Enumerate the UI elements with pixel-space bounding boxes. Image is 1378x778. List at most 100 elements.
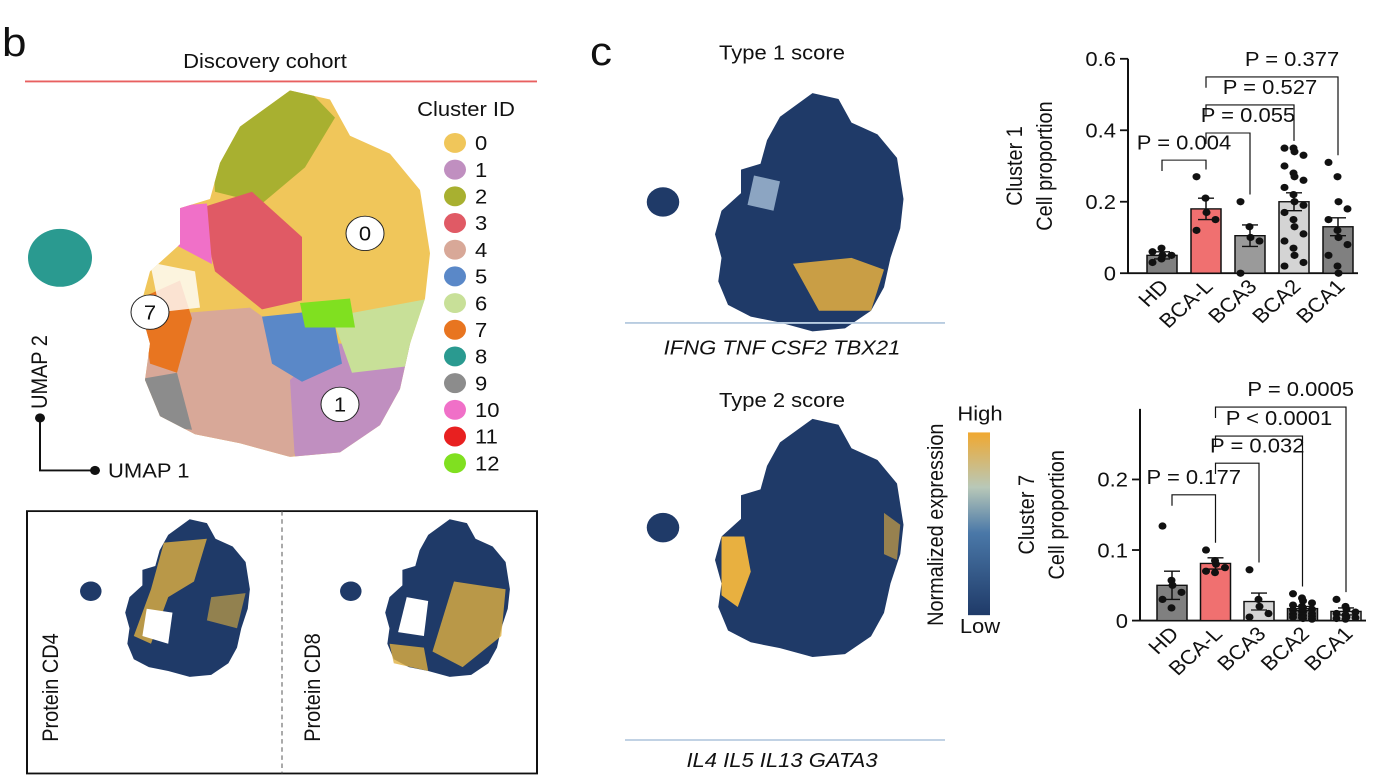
x-tick-label: BCA2	[1248, 276, 1306, 328]
data-point	[1289, 215, 1298, 224]
x-tick-label: BCA2	[1257, 623, 1315, 675]
legend-label: 1	[475, 160, 487, 182]
legend-swatch	[444, 186, 466, 207]
y-axis-label: Cell proportion	[1045, 450, 1069, 579]
data-point	[1245, 613, 1254, 621]
umap-type2	[647, 419, 904, 657]
legend-label: 3	[475, 213, 487, 235]
data-point	[1308, 615, 1316, 623]
p-value: P < 0.0001	[1226, 408, 1333, 430]
significance-bracket	[1205, 132, 1251, 195]
y-axis-label: Cell proportion	[1033, 101, 1057, 230]
y-tick-label: 0.2	[1085, 192, 1116, 214]
legend-label: 4	[475, 240, 488, 262]
data-point	[1177, 588, 1186, 596]
significance-bracket	[1205, 76, 1339, 156]
data-point	[1221, 564, 1229, 572]
data-point	[1290, 173, 1299, 181]
x-tick-label: BCA1	[1300, 623, 1358, 675]
legend-label: 9	[475, 373, 487, 395]
data-point	[1280, 208, 1289, 217]
data-point	[1280, 183, 1289, 192]
legend-label: 0	[475, 133, 487, 155]
p-value: P = 0.177	[1147, 467, 1241, 489]
data-point	[1192, 226, 1201, 234]
data-point	[1333, 262, 1342, 270]
legend-swatch	[444, 132, 466, 153]
data-point	[1167, 251, 1176, 259]
umap-axes: UMAP 1 UMAP 2	[28, 335, 189, 482]
data-point	[1299, 230, 1308, 238]
data-point	[1334, 269, 1343, 277]
data-point	[1211, 215, 1220, 224]
y-tick-label: 0.1	[1097, 540, 1128, 562]
umap-cd4	[80, 519, 250, 677]
data-point	[1290, 148, 1299, 156]
significance-bracket	[1214, 462, 1260, 563]
error-bar	[1286, 192, 1302, 212]
error-bar	[1198, 197, 1214, 221]
legend-title: Cluster ID	[417, 99, 515, 121]
cluster-labels: 0 7 1	[130, 215, 385, 423]
legend-label: 2	[475, 186, 487, 208]
umap-cd8	[340, 519, 510, 677]
error-bar	[1330, 217, 1346, 237]
data-point	[1332, 614, 1341, 623]
error-bar	[1338, 607, 1354, 616]
data-point	[1280, 162, 1289, 170]
y-tick-label: 0	[1104, 263, 1116, 285]
significance-bracket	[1161, 159, 1207, 171]
data-point	[1211, 568, 1219, 577]
data-point	[1264, 609, 1273, 618]
data-point	[1290, 251, 1299, 259]
data-point	[1289, 613, 1297, 621]
data-point	[1280, 262, 1289, 270]
significance-bracket	[1205, 104, 1295, 141]
legend-swatch	[444, 293, 466, 314]
error-bar	[1154, 251, 1170, 260]
axis-label: UMAP 1	[108, 461, 189, 483]
map-title: Type 1 score	[719, 43, 845, 65]
legend-label: 7	[475, 320, 487, 342]
y-tick-label: 0.2	[1097, 470, 1128, 492]
legend-label: 12	[475, 453, 499, 475]
legend-swatch	[444, 346, 466, 367]
data-point	[1324, 251, 1333, 259]
legend-label: 8	[475, 347, 487, 369]
data-point	[1280, 237, 1289, 245]
y-axis-label: Cluster 1	[1003, 126, 1027, 206]
data-point	[1351, 608, 1360, 616]
inset-label: Protein CD8	[301, 633, 325, 741]
y-tick-label: 0.4	[1085, 120, 1116, 142]
inset-label: Protein CD4	[39, 633, 63, 742]
p-value: P = 0.377	[1245, 49, 1339, 71]
cohort-title: Discovery cohort	[183, 51, 347, 73]
cluster-label: 1	[334, 395, 346, 417]
data-point	[1289, 590, 1297, 598]
significance-bracket	[1214, 435, 1304, 587]
legend-label: 5	[475, 267, 487, 289]
gene-list: IFNG TNF CSF2 TBX21	[664, 338, 901, 360]
data-point	[1299, 201, 1308, 209]
significance-bracket	[1214, 406, 1347, 593]
data-point	[1324, 215, 1333, 224]
map-title: Type 2 score	[719, 390, 845, 412]
data-point	[1192, 173, 1201, 181]
data-point	[1343, 205, 1352, 213]
x-tick-label: BCA3	[1213, 623, 1271, 675]
error-bar	[1251, 592, 1267, 611]
data-point	[1245, 566, 1254, 574]
data-point	[1341, 615, 1350, 623]
legend-swatch	[444, 319, 466, 340]
legend-label: 6	[475, 293, 487, 315]
data-point	[1299, 258, 1308, 267]
x-tick-label: BCA1	[1292, 276, 1350, 328]
data-point	[1343, 240, 1352, 249]
y-tick-label: 0.6	[1085, 49, 1116, 71]
umap-type1	[647, 93, 904, 331]
error-bar	[1242, 224, 1258, 248]
umap-main	[28, 90, 430, 457]
data-point	[1334, 198, 1343, 206]
data-point	[1148, 248, 1157, 256]
